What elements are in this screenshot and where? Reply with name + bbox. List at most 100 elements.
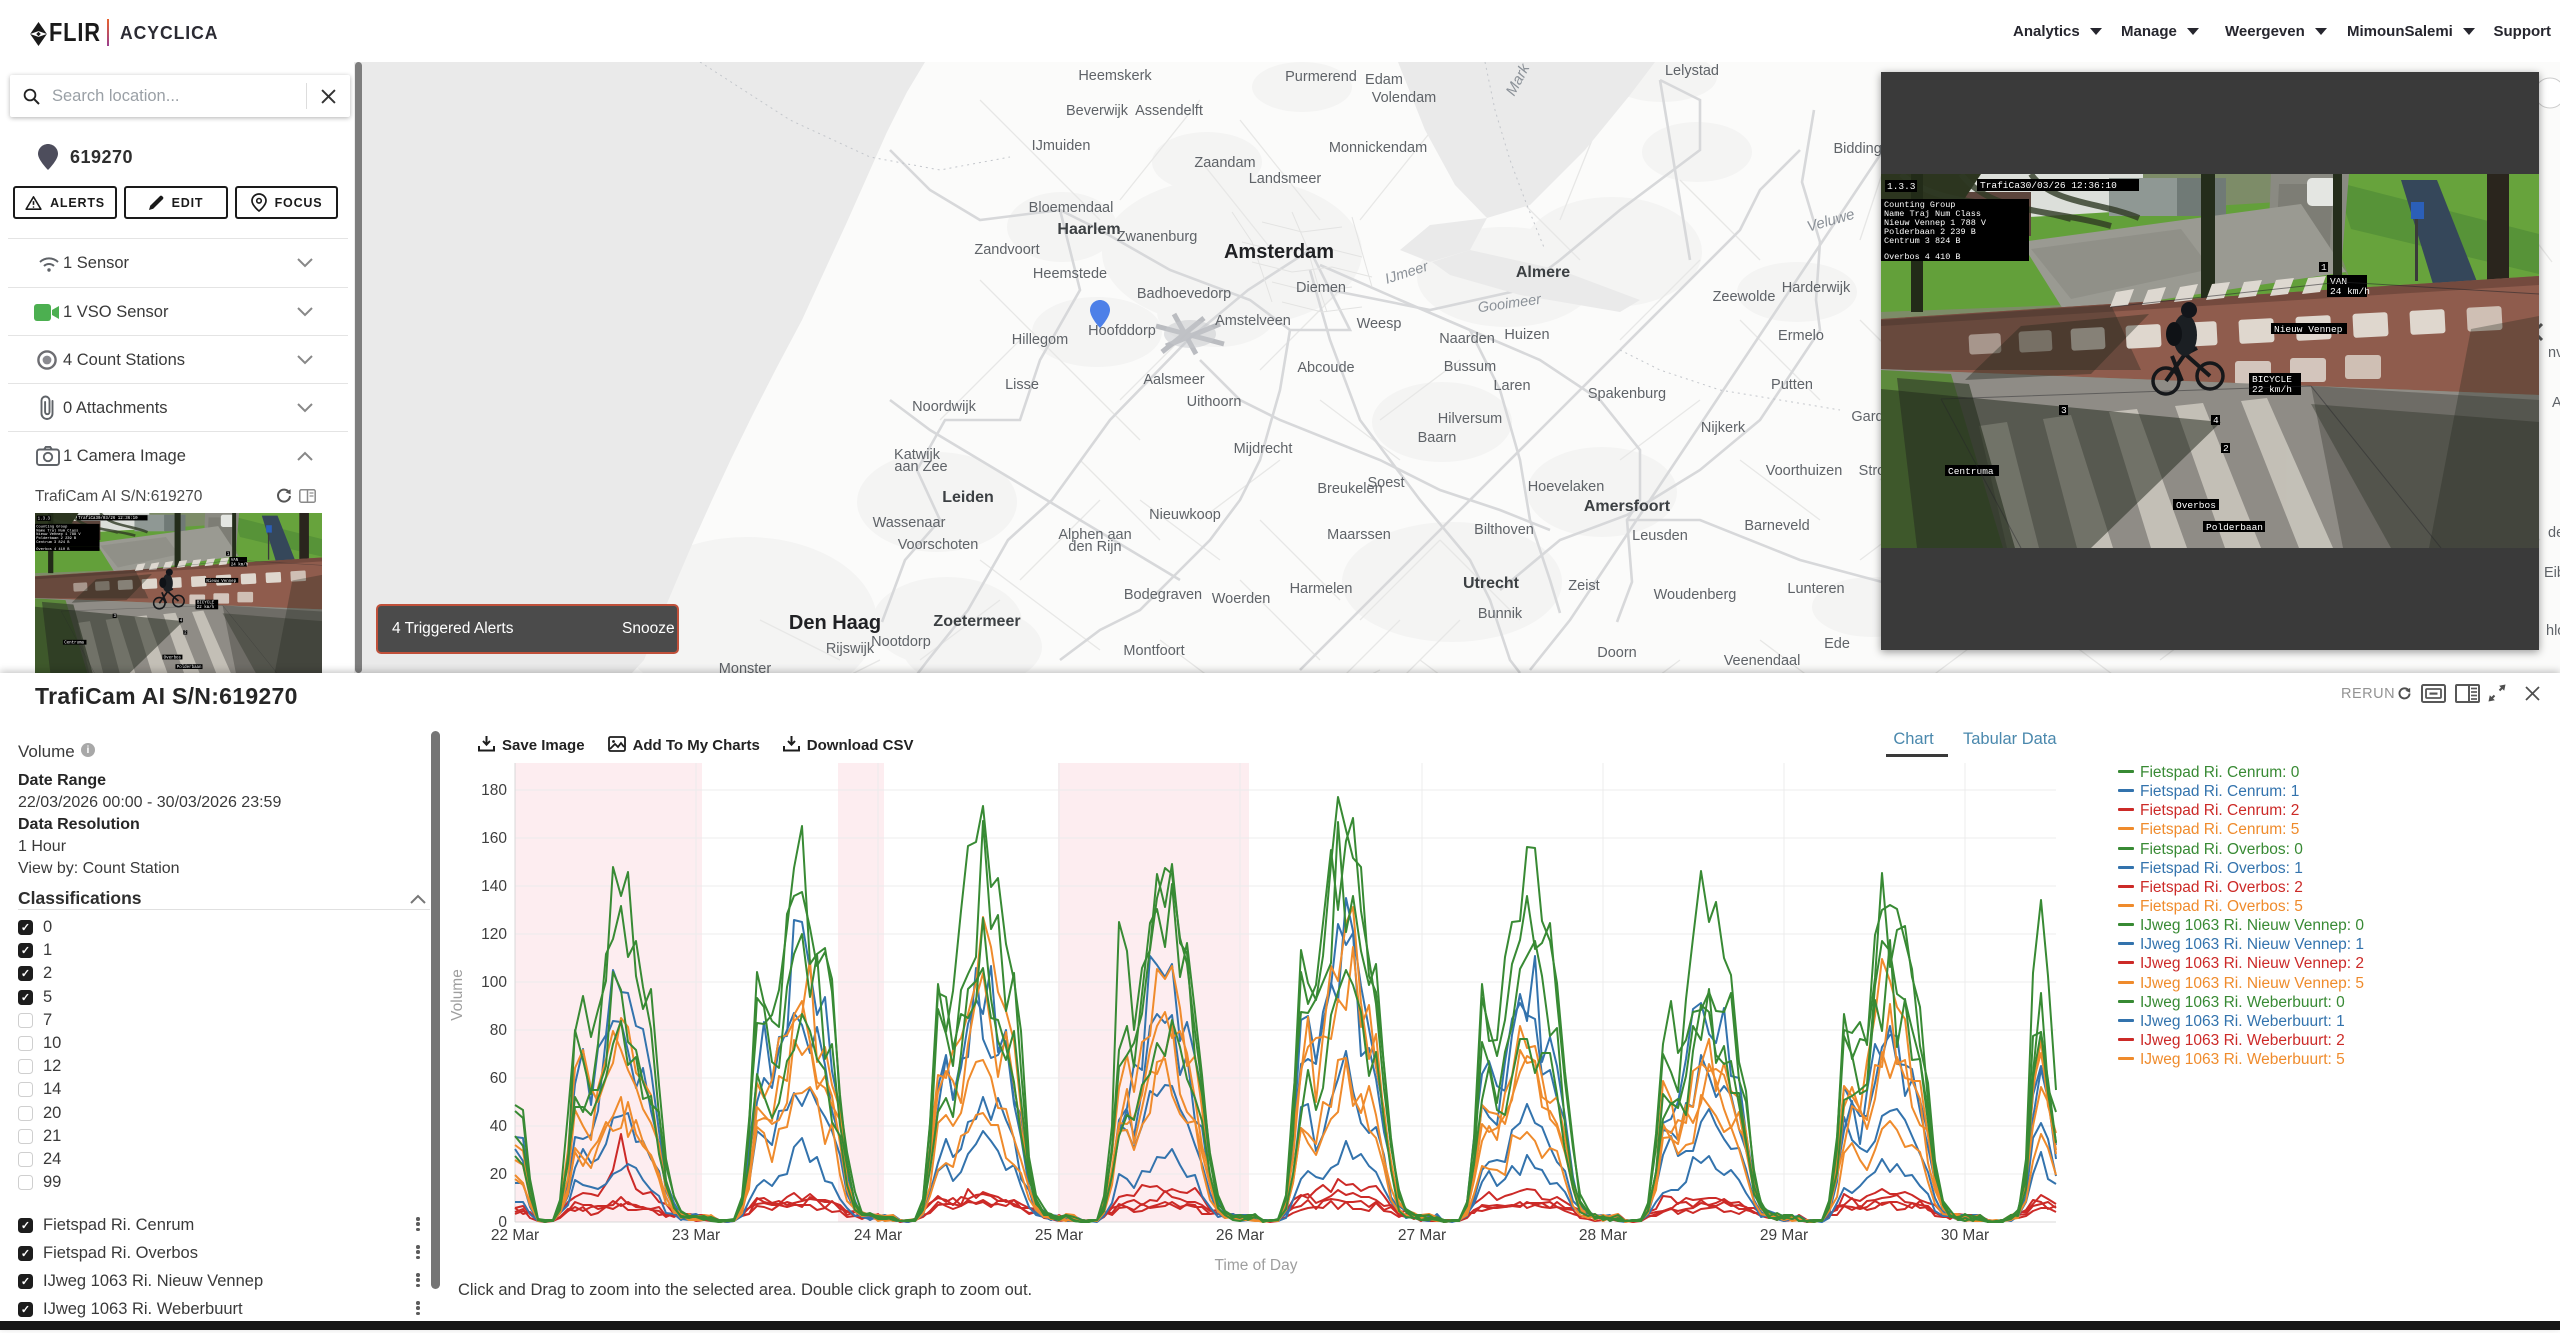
- svg-text:A: A: [2552, 395, 2560, 411]
- svg-text:Volendam: Volendam: [1372, 90, 1437, 106]
- svg-text:Naarden: Naarden: [1439, 331, 1495, 347]
- svg-text:24 km/h: 24 km/h: [231, 562, 249, 567]
- svg-text:Eibe: Eibe: [2544, 565, 2560, 581]
- svg-text:Den Haag: Den Haag: [789, 612, 881, 634]
- svg-text:Barneveld: Barneveld: [1744, 518, 1809, 534]
- svg-text:80: 80: [490, 1022, 508, 1039]
- svg-text:Name Traj Num Class: Name Traj Num Class: [36, 528, 78, 533]
- svg-text:40: 40: [490, 1118, 508, 1135]
- svg-text:Heemskerk: Heemskerk: [1078, 68, 1152, 84]
- svg-text:Counting Group: Counting Group: [1884, 200, 1955, 210]
- svg-text:Polderbaan: Polderbaan: [177, 665, 202, 670]
- svg-text:Zaandam: Zaandam: [1194, 155, 1255, 171]
- svg-text:28 Mar: 28 Mar: [1579, 1227, 1627, 1244]
- svg-text:26 Mar: 26 Mar: [1216, 1227, 1264, 1244]
- svg-text:180: 180: [481, 782, 507, 799]
- svg-text:Spakenburg: Spakenburg: [1588, 386, 1666, 402]
- svg-text:120: 120: [481, 926, 507, 943]
- svg-text:Harderwijk: Harderwijk: [1782, 280, 1851, 296]
- svg-text:Volume: Volume: [449, 969, 466, 1021]
- svg-text:Doorn: Doorn: [1597, 645, 1637, 661]
- svg-text:den Rijn: den Rijn: [1068, 539, 1121, 555]
- svg-text:Hilversum: Hilversum: [1438, 411, 1502, 427]
- svg-text:Wassenaar: Wassenaar: [873, 515, 946, 531]
- svg-text:IJmuiden: IJmuiden: [1032, 138, 1091, 154]
- svg-text:Aalsmeer: Aalsmeer: [1143, 372, 1204, 388]
- svg-text:Bunnik: Bunnik: [1478, 606, 1523, 622]
- svg-text:22 km/h: 22 km/h: [2252, 384, 2292, 395]
- svg-text:Voorschoten: Voorschoten: [898, 537, 979, 553]
- svg-text:Zeewolde: Zeewolde: [1713, 289, 1776, 305]
- svg-text:Nieuw Vennep 1 788 V: Nieuw Vennep 1 788 V: [36, 532, 81, 537]
- svg-text:aan Zee: aan Zee: [894, 459, 947, 475]
- svg-text:24 km/h: 24 km/h: [2330, 286, 2370, 297]
- svg-text:Time of Day: Time of Day: [1215, 1257, 1298, 1274]
- svg-text:Veenendaal: Veenendaal: [1724, 653, 1801, 669]
- svg-text:Overbos: Overbos: [2176, 500, 2216, 511]
- svg-text:160: 160: [481, 830, 507, 847]
- svg-text:Edam: Edam: [1365, 72, 1403, 88]
- svg-text:Diemen: Diemen: [1296, 280, 1346, 296]
- svg-text:Utrecht: Utrecht: [1463, 575, 1520, 592]
- svg-text:BICYCLE: BICYCLE: [2252, 374, 2292, 385]
- svg-text:Nieuw Vennep: Nieuw Vennep: [206, 579, 236, 584]
- svg-text:Weesp: Weesp: [1357, 316, 1402, 332]
- svg-text:Zwanenburg: Zwanenburg: [1117, 229, 1198, 245]
- svg-text:Laren: Laren: [1493, 378, 1530, 394]
- svg-text:Rijswijk: Rijswijk: [826, 641, 875, 657]
- svg-text:Breukelen: Breukelen: [1317, 481, 1382, 497]
- svg-text:nvee: nvee: [2548, 345, 2560, 361]
- svg-text:60: 60: [490, 1070, 508, 1087]
- svg-text:de: de: [2548, 525, 2560, 541]
- svg-text:Uithoorn: Uithoorn: [1187, 394, 1242, 410]
- svg-text:Assendelft: Assendelft: [1135, 103, 1203, 119]
- svg-text:Counting Group: Counting Group: [36, 524, 67, 529]
- svg-text:24 Mar: 24 Mar: [854, 1227, 902, 1244]
- svg-text:Monnickendam: Monnickendam: [1329, 140, 1427, 156]
- svg-text:Polderbaan 2 239 B: Polderbaan 2 239 B: [36, 536, 77, 541]
- svg-text:22 Mar: 22 Mar: [491, 1227, 539, 1244]
- svg-text:Woudenberg: Woudenberg: [1654, 587, 1737, 603]
- svg-text:Overbos 4 410 B: Overbos 4 410 B: [1884, 252, 1961, 262]
- svg-text:Lunteren: Lunteren: [1787, 581, 1844, 597]
- svg-text:Amstelveen: Amstelveen: [1215, 313, 1291, 329]
- svg-text:Overbos: Overbos: [164, 656, 182, 661]
- svg-text:2: 2: [184, 632, 187, 636]
- svg-text:Polderbaan 2 239 B: Polderbaan 2 239 B: [1884, 227, 1976, 237]
- svg-text:Heemstede: Heemstede: [1033, 266, 1107, 282]
- svg-text:TrafiCa30/03/26 12:36:10: TrafiCa30/03/26 12:36:10: [78, 516, 138, 521]
- svg-text:Bilthoven: Bilthoven: [1474, 522, 1534, 538]
- svg-text:Name Traj Num Class: Name Traj Num Class: [1884, 209, 1981, 219]
- svg-text:VAN: VAN: [231, 559, 239, 563]
- svg-text:Hoevelaken: Hoevelaken: [1528, 479, 1605, 495]
- svg-text:Overbos 4 410 B: Overbos 4 410 B: [36, 547, 70, 552]
- svg-text:Zoetermeer: Zoetermeer: [933, 613, 1020, 630]
- svg-text:30 Mar: 30 Mar: [1941, 1227, 1989, 1244]
- svg-text:4: 4: [2213, 415, 2219, 426]
- svg-text:4: 4: [180, 620, 183, 624]
- svg-text:Katwijk: Katwijk: [894, 447, 941, 463]
- svg-text:0: 0: [498, 1214, 507, 1231]
- svg-text:2: 2: [2223, 443, 2229, 454]
- svg-text:Centrum 3 824 B: Centrum 3 824 B: [36, 541, 70, 545]
- svg-text:Hoofddorp: Hoofddorp: [1088, 323, 1156, 339]
- svg-text:1.3.3: 1.3.3: [1887, 181, 1916, 192]
- svg-text:Nijkerk: Nijkerk: [1701, 420, 1746, 436]
- svg-text:22 km/h: 22 km/h: [197, 605, 215, 610]
- svg-text:hlo: hlo: [2546, 623, 2560, 639]
- svg-text:Ermelo: Ermelo: [1778, 328, 1824, 344]
- svg-text:Amersfoort: Amersfoort: [1584, 498, 1671, 515]
- svg-text:Lelystad: Lelystad: [1665, 63, 1719, 79]
- svg-text:Zeist: Zeist: [1568, 578, 1599, 594]
- svg-text:Abcoude: Abcoude: [1297, 360, 1354, 376]
- svg-text:Bloemendaal: Bloemendaal: [1029, 200, 1114, 216]
- svg-text:Soest: Soest: [1367, 475, 1404, 491]
- svg-text:TrafiCa30/03/26 12:36:10: TrafiCa30/03/26 12:36:10: [1980, 180, 2117, 191]
- svg-text:20: 20: [490, 1166, 508, 1183]
- svg-text:27 Mar: 27 Mar: [1398, 1227, 1446, 1244]
- svg-text:VAN: VAN: [2330, 276, 2347, 287]
- svg-text:Hillegom: Hillegom: [1012, 332, 1068, 348]
- svg-text:Maarssen: Maarssen: [1327, 527, 1391, 543]
- svg-text:Purmerend: Purmerend: [1285, 69, 1357, 85]
- svg-text:Nieuwkoop: Nieuwkoop: [1149, 507, 1221, 523]
